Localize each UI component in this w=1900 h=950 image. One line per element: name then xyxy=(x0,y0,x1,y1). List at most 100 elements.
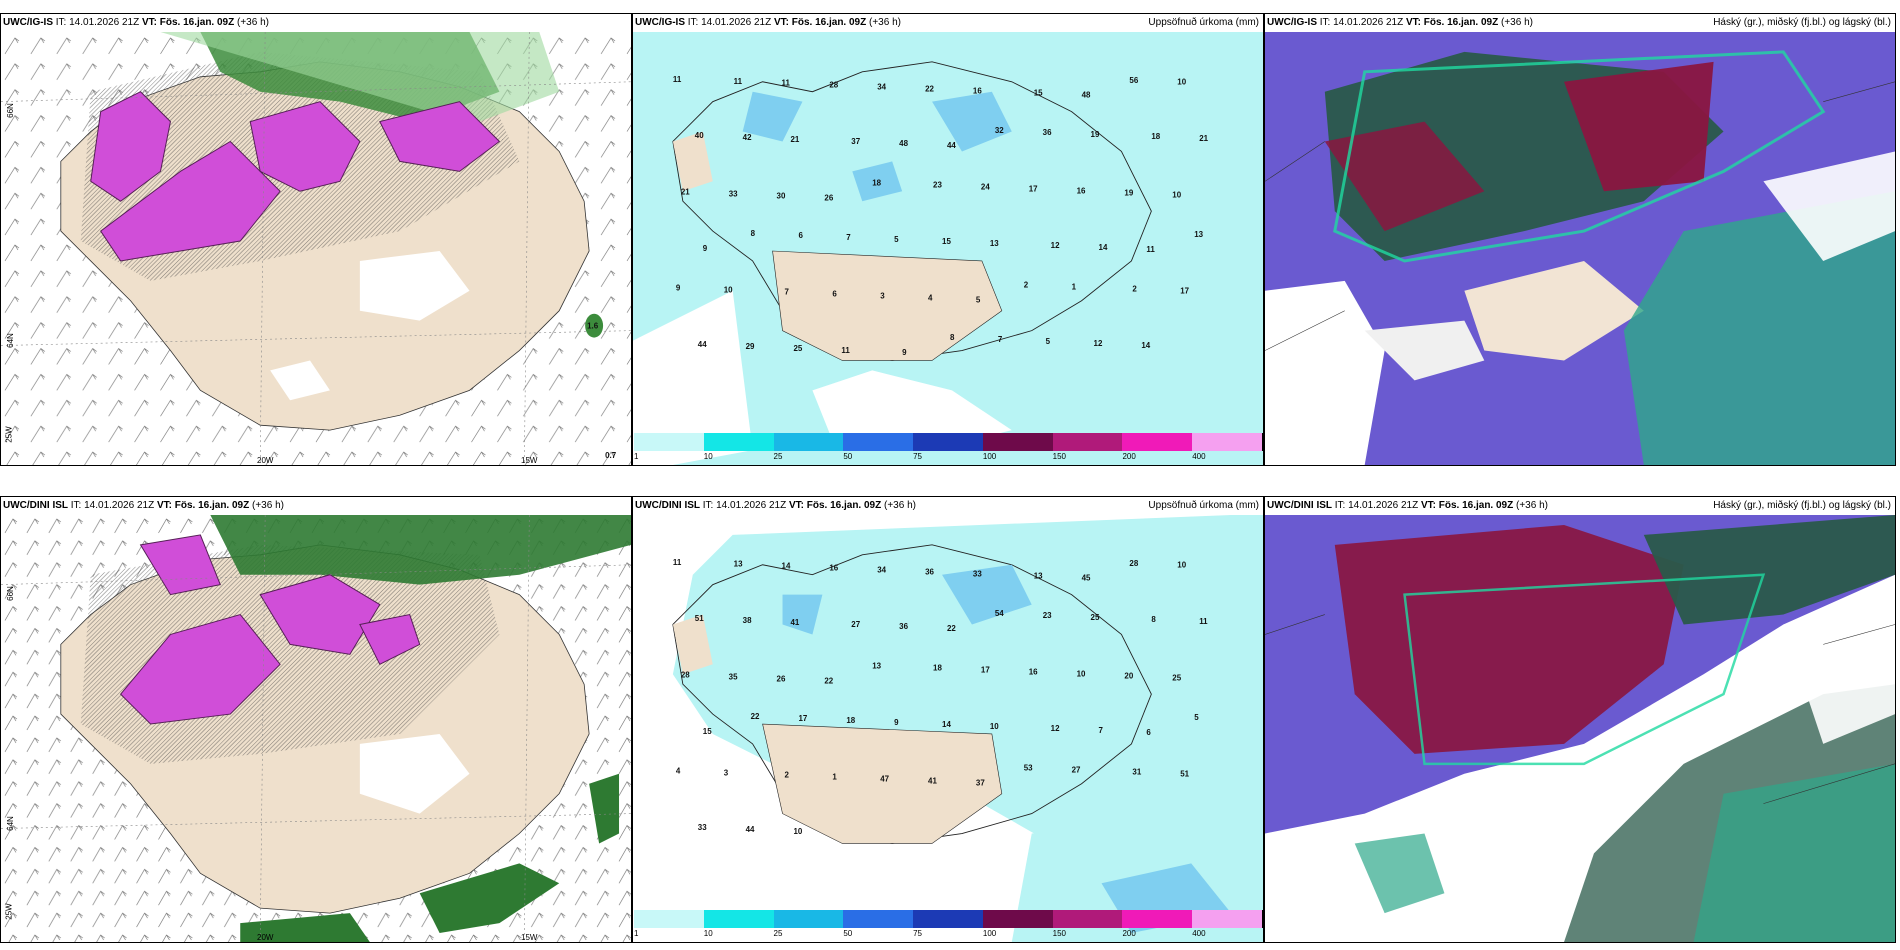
precip-value: 22 xyxy=(947,624,956,633)
precip-value: 7 xyxy=(785,287,790,296)
precip-value: 25 xyxy=(1172,674,1181,683)
precip-value: 45 xyxy=(1082,574,1091,583)
valid-time: Fös. 16.jan. 09Z xyxy=(806,500,882,511)
precip-value: 18 xyxy=(846,716,855,725)
precip-value: 48 xyxy=(899,139,908,148)
map-wind-bottom[interactable] xyxy=(1,515,631,942)
panel-header: UWC/IG-IS IT: 14.01.2026 21Z VT: Fös. 16… xyxy=(633,14,1263,32)
precip-value: 9 xyxy=(894,718,899,727)
panel-wind-bottom: UWC/DINI ISL IT: 14.01.2026 21Z VT: Fös.… xyxy=(0,496,632,943)
panel-header: UWC/IG-IS IT: 14.01.2026 21Z VT: Fös. 16… xyxy=(1265,14,1895,32)
precip-value: 21 xyxy=(791,135,800,144)
colorbar-swatch xyxy=(913,433,984,451)
precip-value: 9 xyxy=(676,283,681,292)
precip-value: 2 xyxy=(1132,284,1137,293)
precip-value: 7 xyxy=(846,233,851,242)
precip-value: 51 xyxy=(695,614,704,623)
precip-value: 41 xyxy=(791,618,800,627)
map-precip-top[interactable]: 11 11 11 28 34 22 16 15 48 56 10 40 42 21 37 48 44 32 36 19… xyxy=(633,32,1263,465)
map-wind-top[interactable]: 1.6 0.7 xyxy=(1,32,631,465)
precip-value: 5 xyxy=(976,295,981,304)
lead-time: (+36 h) xyxy=(869,17,901,28)
colorbar-tick: 25 xyxy=(773,929,783,938)
precip-value: 14 xyxy=(1099,243,1108,252)
precip-value: 22 xyxy=(824,677,833,686)
precip-value: 34 xyxy=(877,566,886,575)
precip-value: 2 xyxy=(785,770,790,779)
precip-value: 3 xyxy=(880,291,885,300)
model-name: UWC/DINI ISL xyxy=(3,500,68,511)
value-label: 1.6 xyxy=(587,322,599,331)
precip-value: 5 xyxy=(1194,713,1199,722)
precip-value: 8 xyxy=(1151,615,1156,624)
valid-label: VT: xyxy=(1405,17,1421,28)
colorbar-swatch xyxy=(982,910,1054,928)
precip-value: 36 xyxy=(1043,128,1052,137)
panel-clouds-bottom: UWC/DINI ISL IT: 14.01.2026 21Z VT: Fös.… xyxy=(1264,496,1896,943)
precip-value: 47 xyxy=(880,774,889,783)
lead-time: (+36 h) xyxy=(884,500,916,511)
precip-value: 37 xyxy=(851,137,860,146)
precip-value: 54 xyxy=(995,609,1004,618)
precip-value: 20 xyxy=(1124,672,1133,681)
colorbar-tick: 150 xyxy=(1052,929,1067,938)
precip-value: 14 xyxy=(942,720,951,729)
precip-value: 19 xyxy=(1124,189,1133,198)
valid-time: Fös. 16.jan. 09Z xyxy=(159,17,235,28)
valid-time: Fös. 16.jan. 09Z xyxy=(791,17,867,28)
panel-clouds-top: UWC/IG-IS IT: 14.01.2026 21Z VT: Fös. 16… xyxy=(1264,13,1896,466)
precip-value: 24 xyxy=(981,183,990,192)
precip-value: 10 xyxy=(990,722,999,731)
panel-wind-top: UWC/IG-IS IT: 14.01.2026 21Z VT: Fös. 16… xyxy=(0,13,632,466)
precip-value: 29 xyxy=(746,342,755,351)
valid-label: VT: xyxy=(1420,500,1436,511)
precip-value: 44 xyxy=(698,340,707,349)
model-name: UWC/DINI ISL xyxy=(635,500,700,511)
lat-label: 64N xyxy=(5,333,15,348)
colorbar-swatch xyxy=(634,910,705,928)
lead-time: (+36 h) xyxy=(237,17,269,28)
precip-value: 44 xyxy=(947,141,956,150)
colorbar-tick: 100 xyxy=(982,452,997,461)
model-name: UWC/IG-IS xyxy=(635,17,685,28)
colorbar-tick: 100 xyxy=(982,929,997,938)
precip-value: 6 xyxy=(798,231,803,240)
precip-value: 34 xyxy=(877,83,886,92)
precip-value: 15 xyxy=(703,727,712,736)
colorbar-tick: 150 xyxy=(1052,452,1067,461)
panel-header: UWC/DINI ISL IT: 14.01.2026 21Z VT: Fös.… xyxy=(1265,497,1895,515)
precip-value: 11 xyxy=(673,75,682,84)
precip-value: 21 xyxy=(1199,134,1208,143)
panel-header: UWC/IG-IS IT: 14.01.2026 21Z VT: Fös. 16… xyxy=(1,14,631,32)
colorbar-swatch xyxy=(1192,910,1263,928)
precip-value: 13 xyxy=(1034,572,1043,581)
precip-value: 3 xyxy=(724,768,729,777)
precip-value: 12 xyxy=(1051,241,1060,250)
precip-value: 16 xyxy=(973,87,982,96)
precip-value: 13 xyxy=(734,560,743,569)
panel-precip-bottom: UWC/DINI ISL IT: 14.01.2026 21Z VT: Fös.… xyxy=(632,496,1264,943)
precip-value: 18 xyxy=(933,664,942,673)
colorbar: 1 10 25 50 75 100 150 200 400 xyxy=(634,910,1263,940)
colorbar-tick: 10 xyxy=(703,929,713,938)
map-precip-bottom[interactable]: 11 13 14 16 34 36 33 13 45 28 10 51 38 41 27 36 22 54 23 25… xyxy=(633,515,1263,942)
precip-value: 16 xyxy=(1029,668,1038,677)
precip-value: 36 xyxy=(925,568,934,577)
precip-value: 17 xyxy=(981,666,990,675)
colorbar-tick: 400 xyxy=(1192,452,1206,461)
map-clouds-bottom[interactable] xyxy=(1265,515,1895,942)
precip-value: 22 xyxy=(925,85,934,94)
precip-value: 38 xyxy=(743,616,752,625)
map-clouds-top[interactable] xyxy=(1265,32,1895,465)
colorbar-swatch xyxy=(773,433,845,451)
precip-value: 30 xyxy=(777,192,786,201)
valid-time: Fös. 16.jan. 09Z xyxy=(1423,17,1499,28)
precip-value: 42 xyxy=(743,133,752,142)
colorbar-tick: 400 xyxy=(1192,929,1206,938)
precip-value: 44 xyxy=(746,825,755,834)
precip-value: 13 xyxy=(1194,230,1203,239)
precip-value: 28 xyxy=(829,81,838,90)
precip-value: 23 xyxy=(1043,611,1052,620)
precip-value: 25 xyxy=(1091,613,1100,622)
init-time: IT: 14.01.2026 21Z xyxy=(702,500,787,511)
